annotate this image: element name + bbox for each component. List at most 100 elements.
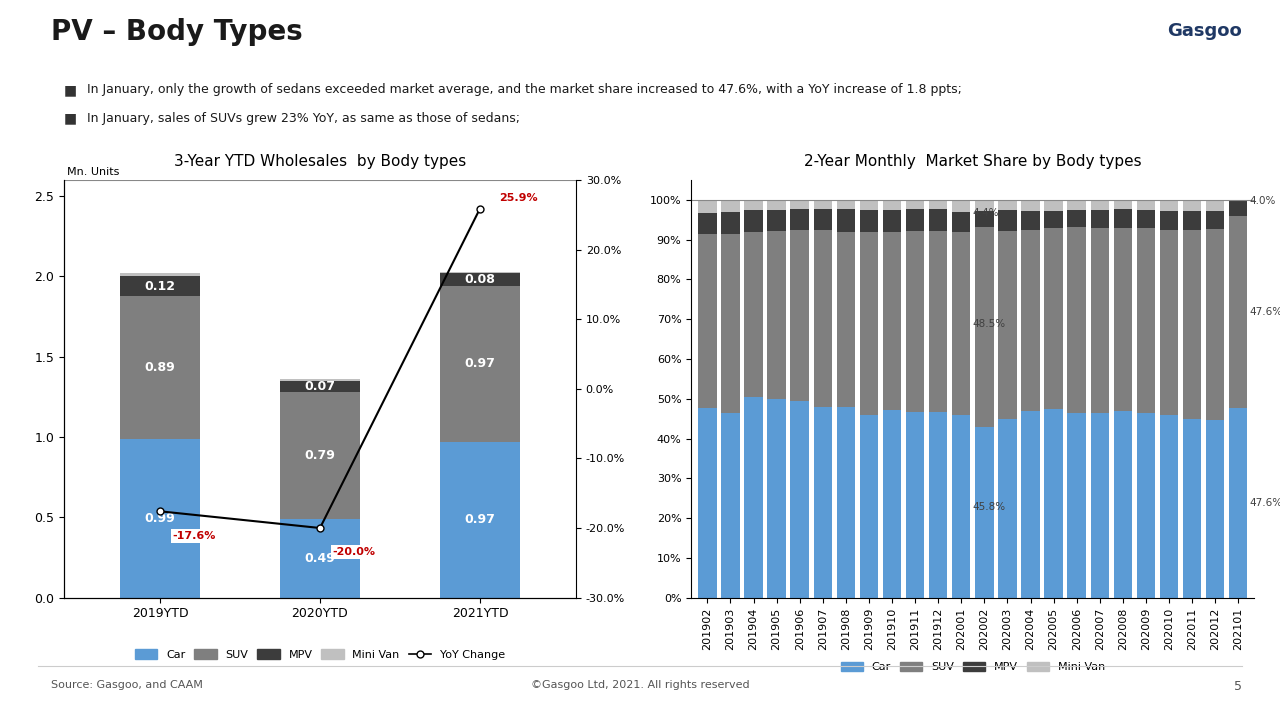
Bar xyxy=(952,212,970,232)
Bar xyxy=(814,209,832,230)
Text: 0.97: 0.97 xyxy=(465,357,495,370)
Bar xyxy=(1183,200,1202,211)
Bar xyxy=(1206,420,1225,598)
Bar xyxy=(440,286,520,442)
Bar xyxy=(837,408,855,598)
Bar xyxy=(1137,200,1155,210)
Bar xyxy=(1183,420,1202,598)
Text: 47.6%: 47.6% xyxy=(1249,498,1280,508)
Bar xyxy=(1021,200,1039,211)
Text: Source: Gasgoo, and CAAM: Source: Gasgoo, and CAAM xyxy=(51,680,204,690)
Bar xyxy=(1114,200,1132,210)
Bar xyxy=(698,408,717,598)
Bar xyxy=(814,200,832,209)
Text: 45.8%: 45.8% xyxy=(973,502,1006,511)
Text: 5: 5 xyxy=(1234,680,1242,693)
Text: -17.6%: -17.6% xyxy=(173,531,216,541)
Text: 0.89: 0.89 xyxy=(145,361,175,374)
Bar xyxy=(883,232,901,410)
Bar xyxy=(906,413,924,598)
Bar xyxy=(1021,410,1039,598)
Bar xyxy=(1068,210,1085,228)
Bar xyxy=(929,210,947,231)
Bar xyxy=(837,200,855,209)
Bar xyxy=(883,200,901,210)
Bar xyxy=(768,210,786,231)
Bar xyxy=(883,210,901,232)
Bar xyxy=(998,418,1016,598)
Text: 4.4%: 4.4% xyxy=(973,208,1000,218)
Bar xyxy=(952,232,970,415)
Bar xyxy=(1160,230,1178,415)
Bar xyxy=(1229,216,1248,408)
Bar xyxy=(1137,228,1155,413)
Bar xyxy=(1091,200,1108,210)
Text: Mn. Units: Mn. Units xyxy=(68,167,119,177)
Title: 2-Year Monthly  Market Share by Body types: 2-Year Monthly Market Share by Body type… xyxy=(804,154,1142,169)
Text: 25.9%: 25.9% xyxy=(499,193,538,203)
Bar xyxy=(768,200,786,210)
Bar xyxy=(1160,211,1178,230)
Bar xyxy=(768,231,786,399)
Bar xyxy=(721,235,740,413)
Bar xyxy=(1091,210,1108,228)
Text: In January, sales of SUVs grew 23% YoY, as same as those of sedans;: In January, sales of SUVs grew 23% YoY, … xyxy=(87,112,520,125)
Bar xyxy=(120,296,200,438)
Bar xyxy=(952,200,970,212)
Bar xyxy=(837,209,855,232)
Legend: Car, SUV, MPV, Mini Van: Car, SUV, MPV, Mini Van xyxy=(836,657,1110,677)
Bar xyxy=(280,392,360,519)
Bar xyxy=(791,401,809,598)
Bar xyxy=(440,271,520,273)
Bar xyxy=(1114,228,1132,411)
Bar xyxy=(1160,200,1178,211)
Bar xyxy=(929,231,947,413)
Bar xyxy=(814,230,832,407)
Bar xyxy=(906,231,924,413)
Bar xyxy=(998,230,1016,418)
Bar xyxy=(440,442,520,598)
Bar xyxy=(721,200,740,212)
Bar xyxy=(975,227,993,428)
Text: 47.6%: 47.6% xyxy=(1249,307,1280,317)
Bar xyxy=(975,212,993,227)
Bar xyxy=(906,200,924,210)
Bar xyxy=(744,200,763,210)
Text: ©Gasgoo Ltd, 2021. All rights reserved: ©Gasgoo Ltd, 2021. All rights reserved xyxy=(531,680,749,690)
Bar xyxy=(883,410,901,598)
Bar xyxy=(1091,228,1108,413)
Bar xyxy=(698,213,717,235)
Bar xyxy=(791,209,809,230)
Bar xyxy=(1068,228,1085,413)
Bar xyxy=(837,232,855,408)
Bar xyxy=(1044,200,1062,211)
Bar xyxy=(1021,211,1039,230)
Text: -20.0%: -20.0% xyxy=(333,547,376,557)
Bar xyxy=(1044,211,1062,228)
Text: PV – Body Types: PV – Body Types xyxy=(51,18,303,46)
Bar xyxy=(860,210,878,232)
Title: 3-Year YTD Wholesales  by Body types: 3-Year YTD Wholesales by Body types xyxy=(174,154,466,169)
Text: 48.5%: 48.5% xyxy=(973,318,1006,328)
Bar xyxy=(1021,230,1039,410)
Bar xyxy=(929,413,947,598)
Bar xyxy=(1183,230,1202,420)
Bar xyxy=(952,415,970,598)
Bar xyxy=(1229,200,1248,201)
Legend: Car, SUV, MPV, Mini Van, YoY Change: Car, SUV, MPV, Mini Van, YoY Change xyxy=(131,645,509,665)
Bar xyxy=(280,519,360,598)
Bar xyxy=(698,235,717,408)
Bar xyxy=(1206,200,1225,211)
Bar xyxy=(721,212,740,235)
Bar xyxy=(120,438,200,598)
Bar xyxy=(791,230,809,401)
Text: ■: ■ xyxy=(64,112,77,125)
Bar xyxy=(1206,229,1225,420)
Bar xyxy=(698,200,717,213)
Bar xyxy=(1114,411,1132,598)
Text: 0.79: 0.79 xyxy=(305,449,335,462)
Bar xyxy=(975,200,993,212)
Bar xyxy=(1160,415,1178,598)
Bar xyxy=(906,210,924,231)
Bar xyxy=(1114,210,1132,228)
